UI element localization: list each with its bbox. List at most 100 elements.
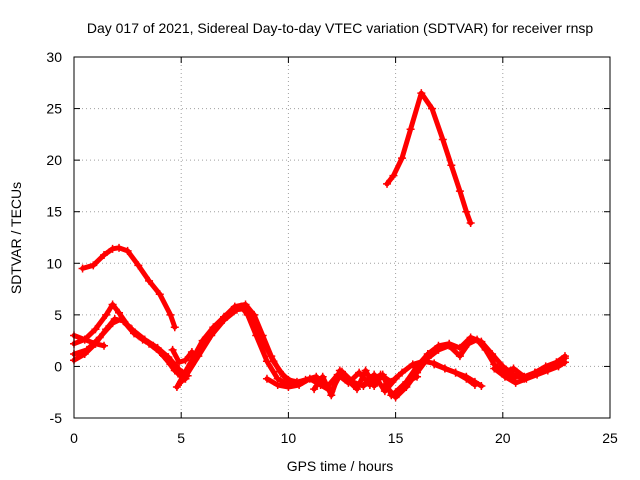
data-point — [462, 207, 471, 216]
data-point — [95, 333, 104, 342]
data-point — [498, 368, 507, 377]
data-point — [462, 372, 471, 381]
data-point — [511, 378, 520, 387]
data-point — [398, 154, 407, 163]
data-point — [89, 261, 98, 270]
data-point — [488, 350, 497, 359]
data-point — [353, 385, 362, 394]
data-point — [269, 357, 278, 366]
data-point — [115, 243, 124, 252]
data-point — [100, 251, 109, 260]
data-point — [181, 372, 190, 381]
data-point — [344, 376, 353, 385]
data-point — [115, 308, 124, 317]
data-point — [310, 385, 319, 394]
data-point — [258, 336, 267, 345]
data-point — [406, 125, 415, 134]
data-point — [207, 331, 216, 340]
data-point — [455, 187, 464, 196]
data-point — [413, 362, 422, 371]
data-point — [140, 335, 149, 344]
data-point — [370, 382, 379, 391]
x-axis-label: GPS time / hours — [287, 458, 394, 474]
data-point — [327, 391, 336, 400]
x-tick-label: 20 — [495, 430, 511, 446]
data-point — [490, 364, 499, 373]
data-point — [82, 345, 91, 354]
data-point — [355, 368, 364, 377]
data-point — [280, 372, 289, 381]
data-point — [370, 370, 379, 379]
data-point — [78, 264, 87, 273]
data-point — [378, 370, 387, 379]
data-point — [466, 333, 475, 342]
data-point — [170, 323, 179, 332]
y-tick-label: 30 — [46, 49, 62, 65]
data-point — [241, 304, 250, 313]
series-trace — [71, 333, 107, 349]
data-point — [108, 300, 117, 309]
plot-frame — [73, 56, 611, 419]
data-point — [250, 316, 259, 325]
data-point — [455, 352, 464, 361]
data-point — [423, 350, 432, 359]
data-point — [153, 343, 162, 352]
data-point — [80, 335, 89, 344]
y-tick-label: 25 — [46, 101, 62, 117]
data-point — [232, 305, 241, 314]
data-point — [438, 135, 447, 144]
data-point — [305, 374, 314, 383]
data-point — [102, 310, 111, 319]
y-tick-label: 5 — [54, 307, 62, 323]
data-point — [477, 382, 486, 391]
series-trace — [382, 337, 516, 400]
data-point — [391, 388, 400, 397]
y-tick-label: 20 — [46, 152, 62, 168]
data-point — [391, 374, 400, 383]
data-point — [389, 171, 398, 180]
data-point — [560, 352, 569, 361]
data-point — [123, 246, 132, 255]
data-point — [177, 377, 186, 386]
data-point — [451, 368, 460, 377]
data-point — [477, 337, 486, 346]
data-point — [181, 356, 190, 365]
data-point — [447, 161, 456, 170]
series-arc-o — [430, 360, 486, 391]
chart-title: Day 017 of 2021, Sidereal Day-to-day VTE… — [87, 20, 593, 36]
data-point — [108, 319, 117, 328]
y-tick-label: 10 — [46, 255, 62, 271]
data-point — [273, 380, 282, 389]
data-point — [262, 374, 271, 383]
data-point — [127, 325, 136, 334]
data-point — [530, 368, 539, 377]
series-arc-l — [383, 89, 475, 228]
series-arc-q — [498, 352, 569, 381]
data-point — [380, 380, 389, 389]
data-point — [408, 360, 417, 369]
data-point — [175, 365, 184, 374]
data-point — [117, 314, 126, 323]
data-point — [194, 352, 203, 361]
data-point — [440, 364, 449, 373]
grid — [74, 57, 610, 418]
y-axis-label: SDTVAR / TECUs — [8, 182, 24, 294]
x-tick-label: 25 — [602, 430, 618, 446]
data-point — [509, 364, 518, 373]
data-point — [100, 341, 109, 350]
series-trace — [170, 347, 195, 365]
series-trace — [183, 306, 478, 390]
data-point — [541, 362, 550, 371]
x-tick-label: 10 — [281, 430, 297, 446]
data-point — [134, 261, 143, 270]
axis-ticks: 0 5 10 15 20 25 -5 0 5 10 15 20 25 30 — [46, 49, 618, 446]
y-tick-label: 0 — [54, 358, 62, 374]
data-point — [417, 89, 426, 98]
data-point — [383, 179, 392, 188]
data-point — [445, 339, 454, 348]
y-tick-label: 15 — [46, 204, 62, 220]
data-point — [220, 316, 229, 325]
series-arc-f — [168, 345, 196, 367]
x-tick-label: 0 — [70, 430, 78, 446]
